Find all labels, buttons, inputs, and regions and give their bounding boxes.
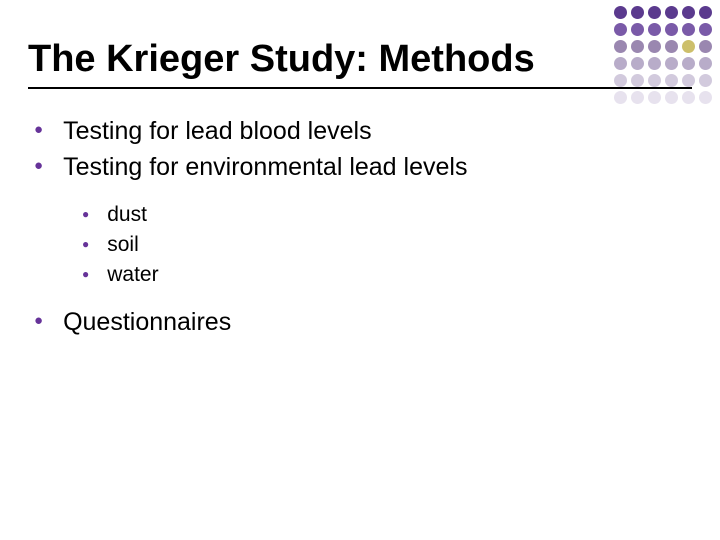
bullet-icon: ● bbox=[82, 261, 89, 287]
dot-icon bbox=[699, 74, 712, 87]
dot-icon bbox=[631, 91, 644, 104]
bullet-icon: ● bbox=[82, 231, 89, 257]
list-item-text: Testing for lead blood levels bbox=[63, 115, 372, 149]
dot-icon bbox=[631, 23, 644, 36]
dot-icon bbox=[648, 57, 661, 70]
dot-icon bbox=[665, 40, 678, 53]
bullet-icon: ● bbox=[34, 151, 43, 181]
dot-icon bbox=[648, 6, 661, 19]
decorative-dot-grid bbox=[614, 6, 712, 104]
dot-icon bbox=[682, 23, 695, 36]
list-item-text: water bbox=[107, 261, 158, 289]
dot-icon bbox=[648, 40, 661, 53]
dot-icon bbox=[614, 74, 627, 87]
bullet-icon: ● bbox=[34, 115, 43, 145]
list-item-text: Questionnaires bbox=[63, 306, 231, 340]
dot-icon bbox=[631, 74, 644, 87]
dot-icon bbox=[631, 57, 644, 70]
dot-icon bbox=[614, 6, 627, 19]
list-item-text: soil bbox=[107, 231, 139, 259]
dot-icon bbox=[614, 23, 627, 36]
dot-icon bbox=[699, 6, 712, 19]
dot-icon bbox=[665, 6, 678, 19]
dot-icon bbox=[614, 91, 627, 104]
dot-icon bbox=[699, 91, 712, 104]
dot-icon bbox=[648, 74, 661, 87]
dot-icon bbox=[699, 40, 712, 53]
list-item: ● Testing for environmental lead levels bbox=[34, 151, 692, 185]
dot-icon bbox=[682, 57, 695, 70]
bullet-list: ● Questionnaires bbox=[28, 306, 692, 340]
bullet-icon: ● bbox=[82, 201, 89, 227]
dot-icon bbox=[665, 91, 678, 104]
dot-icon bbox=[665, 74, 678, 87]
slide-title: The Krieger Study: Methods bbox=[28, 38, 692, 89]
dot-icon bbox=[682, 6, 695, 19]
dot-icon bbox=[631, 40, 644, 53]
list-item: ● Questionnaires bbox=[34, 306, 692, 340]
dot-icon bbox=[682, 74, 695, 87]
dot-icon bbox=[665, 23, 678, 36]
list-item: ● dust bbox=[82, 201, 692, 229]
dot-icon bbox=[682, 40, 695, 53]
dot-icon bbox=[648, 23, 661, 36]
list-item: ● soil bbox=[82, 231, 692, 259]
dot-icon bbox=[699, 57, 712, 70]
list-item-text: dust bbox=[107, 201, 147, 229]
dot-icon bbox=[631, 6, 644, 19]
sub-bullet-list: ● dust ● soil ● water bbox=[28, 201, 692, 290]
bullet-icon: ● bbox=[34, 306, 43, 336]
dot-icon bbox=[682, 91, 695, 104]
dot-icon bbox=[648, 91, 661, 104]
list-item: ● Testing for lead blood levels bbox=[34, 115, 692, 149]
slide: The Krieger Study: Methods ● Testing for… bbox=[0, 0, 720, 540]
dot-icon bbox=[614, 40, 627, 53]
bullet-list: ● Testing for lead blood levels ● Testin… bbox=[28, 115, 692, 185]
dot-icon bbox=[699, 23, 712, 36]
list-item-text: Testing for environmental lead levels bbox=[63, 151, 467, 185]
list-item: ● water bbox=[82, 261, 692, 289]
dot-icon bbox=[665, 57, 678, 70]
dot-icon bbox=[614, 57, 627, 70]
